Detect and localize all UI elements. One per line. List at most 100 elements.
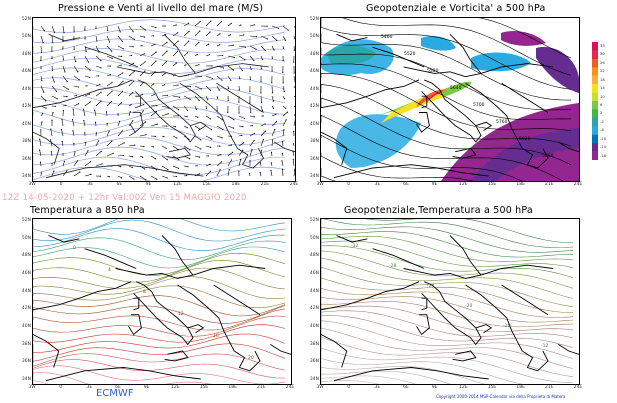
wind-vector-head xyxy=(83,119,85,122)
wind-vector-head xyxy=(61,140,63,142)
wind-vector-head xyxy=(177,167,180,169)
wind-vector xyxy=(62,75,68,82)
wind-vector xyxy=(238,45,246,48)
wind-vector-head xyxy=(264,123,266,125)
wind-vector xyxy=(249,35,257,37)
wind-vector xyxy=(271,114,277,117)
wind-vector xyxy=(161,145,167,149)
wind-vector xyxy=(227,44,234,47)
wind-vector-head xyxy=(84,29,86,31)
wind-vector-head xyxy=(134,131,136,133)
wind-vector xyxy=(183,52,188,57)
wind-vector xyxy=(194,64,199,67)
wind-vector xyxy=(194,145,201,150)
wind-vector-head xyxy=(253,132,255,135)
wind-vector-head xyxy=(72,108,74,110)
contour-label: 8 xyxy=(143,289,146,295)
wind-vector xyxy=(73,151,76,157)
wind-vector xyxy=(216,154,221,157)
latitude-tick-label: 48N xyxy=(21,51,31,57)
wind-vector-head xyxy=(264,49,266,52)
wind-vector-head xyxy=(243,34,245,36)
longitude-tick-label: 21E xyxy=(260,182,270,187)
geopotential-contour xyxy=(478,18,572,59)
latitude-tick-label: 52N xyxy=(309,17,319,22)
wind-vector xyxy=(183,31,190,37)
wind-vector-head xyxy=(77,71,79,73)
wind-vector-head xyxy=(163,136,165,138)
wind-vector-head xyxy=(262,138,264,141)
wind-vector xyxy=(106,90,113,97)
wind-vector-head xyxy=(238,112,240,114)
wind-vector xyxy=(183,105,188,111)
wind-vector-head xyxy=(40,129,42,131)
wind-vector xyxy=(205,115,211,120)
wind-vector-head xyxy=(220,154,222,156)
wind-vector xyxy=(72,130,75,137)
wind-vector xyxy=(62,95,67,97)
wind-vector-head xyxy=(73,142,75,144)
wind-vector-head xyxy=(221,161,223,163)
wind-vector-head xyxy=(272,107,275,109)
wind-vector-head xyxy=(209,118,212,120)
wind-vector-head xyxy=(210,20,212,22)
wind-vector-head xyxy=(129,111,131,113)
wind-vector-head xyxy=(262,59,264,61)
wind-vector xyxy=(139,70,146,77)
wind-vector-head xyxy=(174,126,177,128)
colorbar-label: 22 xyxy=(600,68,605,74)
wind-vector-head xyxy=(270,151,273,153)
wind-vector xyxy=(183,22,189,27)
wind-vector xyxy=(72,119,75,127)
wind-vector-head xyxy=(249,91,251,93)
longitude-tick-label: 18E xyxy=(228,385,237,390)
wind-vector xyxy=(117,81,124,87)
wind-vector-head xyxy=(221,137,223,139)
longitude-tick-label: 9E xyxy=(143,385,150,390)
wind-vector xyxy=(139,110,144,117)
wind-vector xyxy=(271,25,279,29)
wind-vector-head xyxy=(266,38,268,40)
wind-vector-head xyxy=(216,97,219,99)
wind-vector-head xyxy=(244,117,246,120)
wind-vector-head xyxy=(188,22,190,24)
wind-vector-head xyxy=(249,102,251,104)
wind-vector xyxy=(83,109,86,117)
wind-vector xyxy=(238,65,243,71)
wind-vector-head xyxy=(219,44,221,46)
wind-vector xyxy=(39,150,42,157)
wind-vector-head xyxy=(122,48,124,50)
wind-vector xyxy=(259,172,262,177)
wind-vector-head xyxy=(145,179,147,181)
wind-vector-head xyxy=(210,89,212,91)
wind-vector-head xyxy=(164,72,166,75)
wind-vector-head xyxy=(241,134,243,136)
wind-vector xyxy=(150,111,157,117)
temperature-contour xyxy=(321,315,574,349)
wind-vector xyxy=(128,111,131,117)
wind-vector-head xyxy=(198,173,200,175)
wind-vector-head xyxy=(133,38,135,40)
wind-vector-head xyxy=(75,95,77,97)
isobar-line xyxy=(33,29,286,44)
latitude-tick-label: 36N xyxy=(309,156,319,162)
wind-vector-head xyxy=(132,120,134,122)
wind-vector-head xyxy=(123,142,125,144)
wind-vector-head xyxy=(250,68,252,70)
wind-vector-head xyxy=(94,109,96,111)
wind-vector-head xyxy=(109,65,111,67)
wind-vector-head xyxy=(230,22,232,24)
wind-vector xyxy=(117,35,123,42)
wind-vector xyxy=(249,149,253,157)
temperature-contour xyxy=(33,308,286,331)
wind-vector xyxy=(271,129,276,137)
wind-vector-head xyxy=(133,62,135,64)
wind-vector-head xyxy=(176,137,178,139)
wind-vector xyxy=(227,152,233,157)
wind-vector-head xyxy=(122,72,124,74)
wind-vector xyxy=(40,95,47,102)
wind-vector xyxy=(106,25,108,31)
wind-vector xyxy=(128,63,134,67)
wind-vector-head xyxy=(281,168,284,170)
longitude-tick-label: 6E xyxy=(115,385,121,390)
